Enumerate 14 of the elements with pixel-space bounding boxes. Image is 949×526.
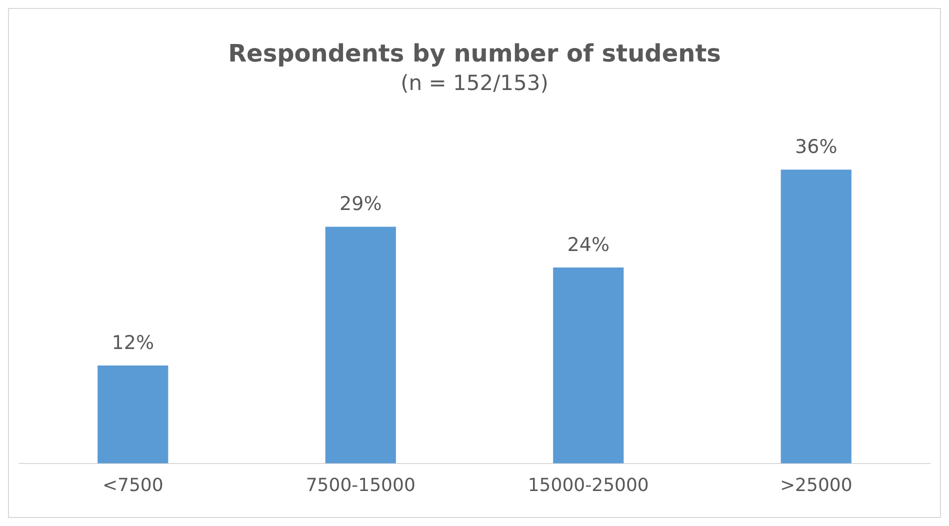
- data-label: 24%: [567, 234, 610, 256]
- bar: [325, 226, 396, 464]
- data-label: 29%: [340, 193, 382, 216]
- bar: [98, 365, 168, 464]
- bar: [553, 268, 624, 464]
- x-tick-label: 15000-25000: [528, 474, 649, 496]
- data-label: 36%: [795, 136, 838, 158]
- chart-title: Respondents by number of students: [228, 40, 721, 68]
- x-tick-label: <7500: [102, 474, 164, 496]
- x-tick-label: 7500-15000: [306, 474, 416, 496]
- x-tick-label: >25000: [780, 474, 852, 496]
- chart-subtitle: (n = 152/153): [400, 70, 548, 95]
- data-label: 12%: [112, 332, 154, 354]
- bar: [780, 170, 852, 464]
